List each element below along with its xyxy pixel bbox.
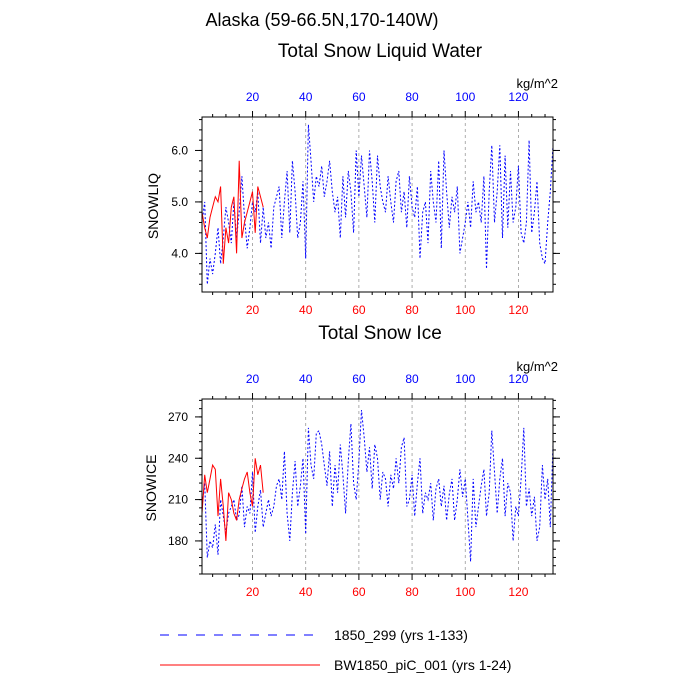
series-line-control <box>201 124 554 285</box>
y-tick-label: 270 <box>168 410 188 424</box>
x-tick-label-top: 120 <box>508 372 528 386</box>
chart-2-frame <box>201 398 554 575</box>
y-tick-label: 5.0 <box>171 195 188 209</box>
chart-2: kg/m^2 SNOWICE 20 20 40 40 60 60 80 80 100 100 120… <box>143 359 560 599</box>
x-tick-label-bottom: 20 <box>246 585 260 599</box>
x-tick-label-bottom: 100 <box>455 585 475 599</box>
y-tick-label: 210 <box>168 493 188 507</box>
x-tick-label-top: 40 <box>299 372 313 386</box>
x-tick-label-bottom: 60 <box>352 585 366 599</box>
chart-1-title: Total Snow Liquid Water <box>277 41 483 62</box>
x-tick-label-top: 80 <box>405 372 419 386</box>
chart-1-units: kg/m^2 <box>516 76 558 91</box>
x-tick-label-bottom: 80 <box>405 585 419 599</box>
x-tick-label-bottom: 40 <box>299 585 313 599</box>
chart-2-units: kg/m^2 <box>516 359 558 374</box>
legend: 1850_299 (yrs 1-133) BW1850_piC_001 (yrs… <box>160 627 511 673</box>
chart-2-series <box>201 409 554 562</box>
chart-2-ticks: 20 20 40 40 60 60 80 80 100 100 120 120 180 210 240 270 <box>168 372 560 599</box>
chart-2-ylabel: SNOWICE <box>143 455 159 522</box>
series-line-control <box>201 409 554 562</box>
x-tick-label-top: 60 <box>352 372 366 386</box>
series-line-experiment <box>201 458 264 541</box>
x-tick-label-bottom: 60 <box>352 303 366 317</box>
chart-1-grid <box>252 117 519 292</box>
main-title: Alaska (59-66.5N,170-140W) <box>205 10 439 30</box>
x-tick-label-top: 100 <box>455 90 475 104</box>
chart-1: kg/m^2 SNOWLIQ 20 20 40 40 60 60 80 80 100 100 120… <box>145 76 560 317</box>
x-tick-label-top: 60 <box>352 90 366 104</box>
x-tick-label-bottom: 120 <box>508 303 528 317</box>
chart-1-frame <box>201 116 554 293</box>
chart-2-title: Total Snow Ice <box>318 323 442 344</box>
x-tick-label-top: 20 <box>246 372 260 386</box>
chart-1-ticks: 20 20 40 40 60 60 80 80 100 100 120 120 4.0 5.0 6.0 <box>171 90 560 317</box>
x-tick-label-top: 100 <box>455 372 475 386</box>
chart-1-series <box>201 124 554 285</box>
x-tick-label-top: 80 <box>405 90 419 104</box>
x-tick-label-bottom: 80 <box>405 303 419 317</box>
chart-1-ylabel: SNOWLIQ <box>145 173 161 239</box>
x-tick-label-bottom: 40 <box>299 303 313 317</box>
x-tick-label-bottom: 100 <box>455 303 475 317</box>
x-tick-label-bottom: 20 <box>246 303 260 317</box>
x-tick-label-bottom: 120 <box>508 585 528 599</box>
x-tick-label-top: 20 <box>246 90 260 104</box>
y-tick-label: 180 <box>168 534 188 548</box>
series-line-experiment <box>201 160 264 264</box>
x-tick-label-top: 120 <box>508 90 528 104</box>
chart-2-grid <box>252 399 519 574</box>
legend-label-experiment: BW1850_piC_001 (yrs 1-24) <box>334 657 511 673</box>
y-tick-label: 4.0 <box>171 246 188 260</box>
y-tick-label: 240 <box>168 451 188 465</box>
x-tick-label-top: 40 <box>299 90 313 104</box>
y-tick-label: 6.0 <box>171 143 188 157</box>
legend-label-control: 1850_299 (yrs 1-133) <box>334 627 468 643</box>
